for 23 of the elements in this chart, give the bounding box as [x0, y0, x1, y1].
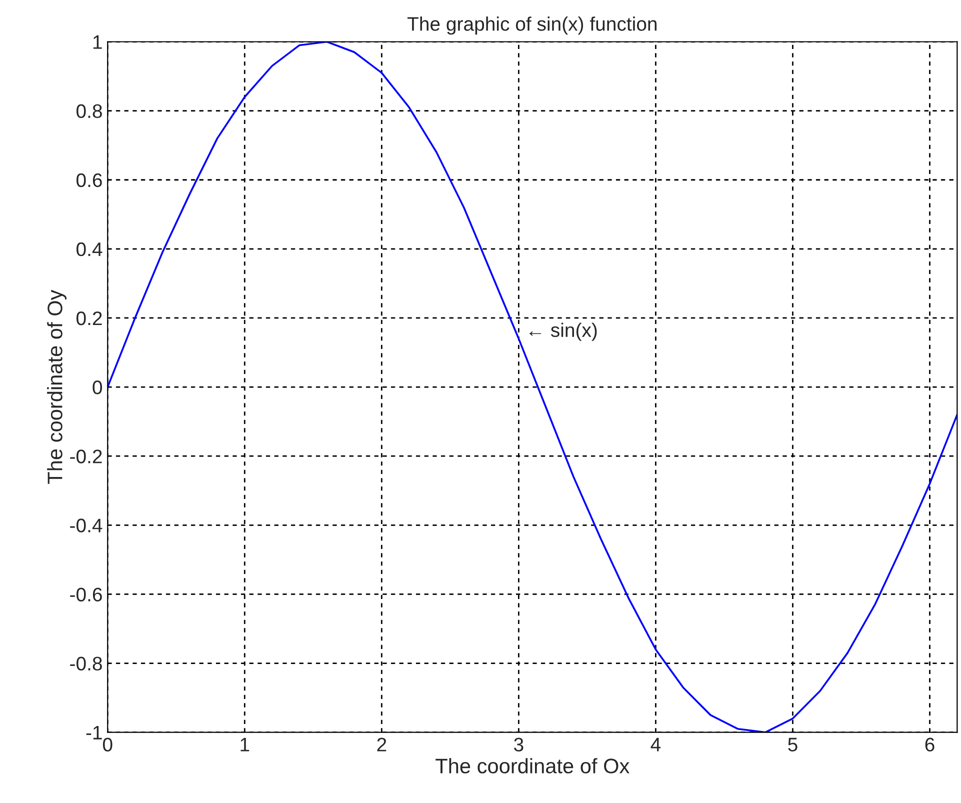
- y-tick-label: 0: [92, 380, 102, 394]
- x-tick-label: 1: [240, 738, 250, 752]
- y-tick-label: -0.4: [70, 518, 102, 532]
- y-tick-label: 0.4: [76, 242, 102, 256]
- y-tick-label: -0.8: [70, 656, 102, 671]
- x-tick-label: 6: [925, 738, 934, 752]
- y-tick-label: -0.6: [70, 588, 102, 602]
- y-tick-label: -1: [86, 726, 102, 740]
- x-tick-label: 4: [650, 738, 661, 752]
- annotation: ← sin(x): [530, 322, 597, 341]
- y-tick-label: 0.6: [76, 173, 102, 188]
- y-axis-title: The coordinate of Oy: [47, 290, 66, 484]
- x-tick-label: 0: [102, 738, 112, 752]
- line-series: [108, 42, 958, 732]
- x-tick-label: 5: [788, 738, 798, 752]
- y-tick-label: 1: [93, 35, 102, 49]
- x-tick-label: 3: [514, 738, 524, 752]
- x-tick-label: 2: [377, 738, 386, 752]
- y-tick-label: 0.8: [76, 104, 102, 118]
- y-tick-label: -0.2: [70, 450, 102, 464]
- chart-title: The graphic of sin(x) function: [407, 16, 657, 35]
- y-tick-label: 0.2: [76, 311, 102, 326]
- x-axis-title: The coordinate of Ox: [436, 758, 630, 774]
